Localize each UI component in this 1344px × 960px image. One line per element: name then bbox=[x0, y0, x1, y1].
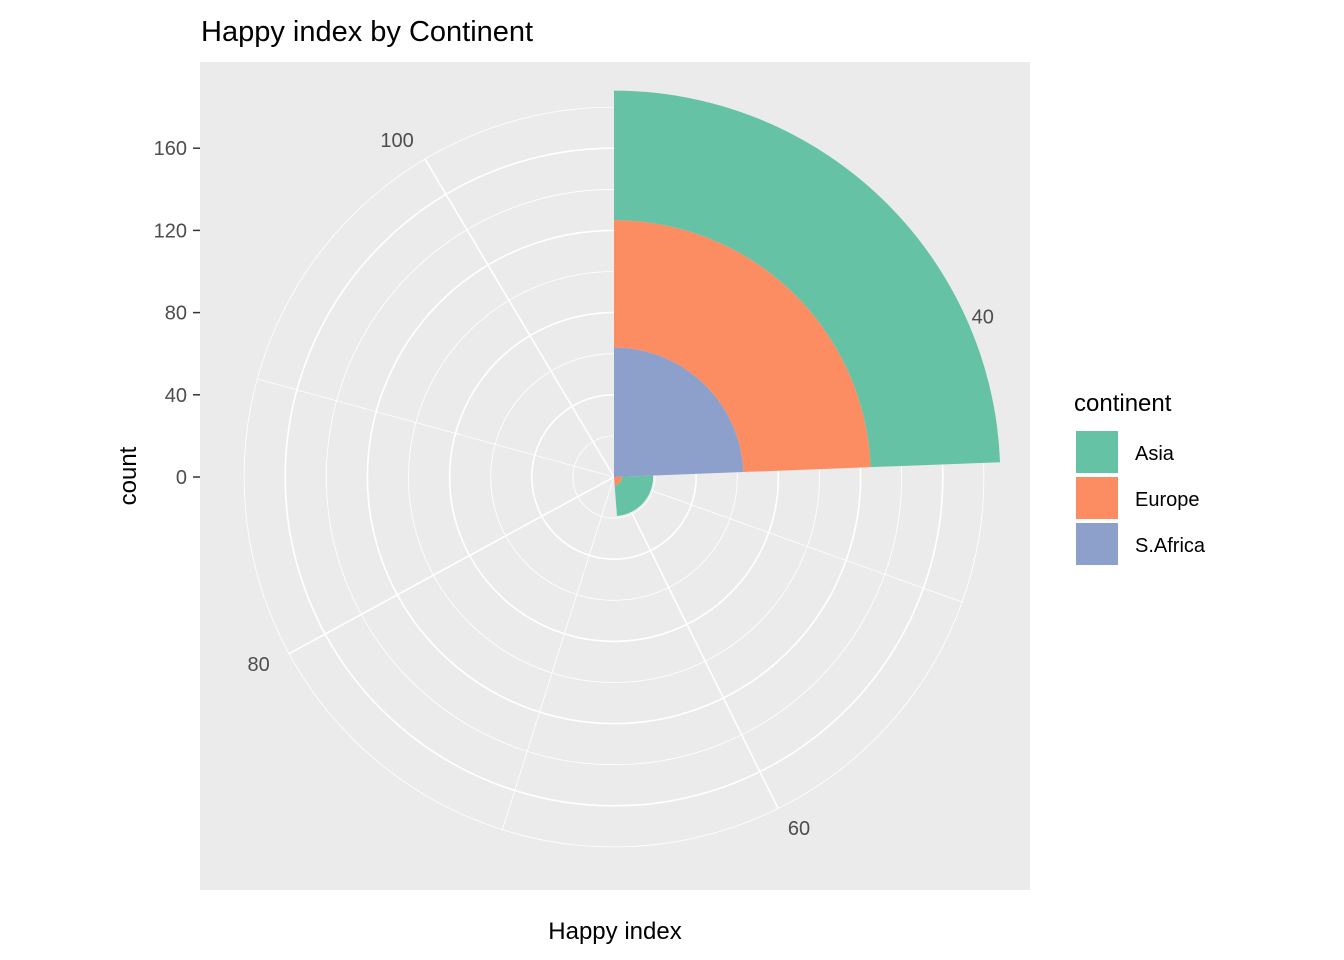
legend-key-asia bbox=[1074, 429, 1120, 475]
y-tick-label: 40 bbox=[165, 385, 187, 407]
bar-asia bbox=[614, 475, 654, 516]
y-tick-label: 0 bbox=[176, 467, 187, 489]
grid-spoke bbox=[613, 476, 963, 603]
y-axis-title: count bbox=[115, 446, 142, 505]
x-tick-label: 40 bbox=[972, 307, 994, 329]
grid-spoke bbox=[288, 476, 615, 655]
x-tick-label: 60 bbox=[788, 818, 810, 840]
chart-title: Happy index by Continent bbox=[201, 16, 533, 48]
y-axis: 0 40 80 120 160 bbox=[154, 138, 200, 489]
legend: continent Asia Europe S.Africa bbox=[1074, 390, 1206, 567]
legend-label: Asia bbox=[1135, 443, 1175, 465]
grid-spoke bbox=[502, 476, 615, 830]
bars bbox=[614, 90, 1001, 516]
grid-spoke bbox=[257, 378, 615, 478]
x-axis-title: Happy index bbox=[548, 918, 681, 945]
bar-europe bbox=[614, 476, 623, 486]
y-tick-label: 120 bbox=[154, 220, 187, 242]
legend-label: Europe bbox=[1135, 489, 1200, 511]
x-tick-label: 80 bbox=[247, 654, 269, 676]
legend-title: continent bbox=[1074, 390, 1172, 417]
grid-spoke bbox=[424, 158, 615, 478]
legend-key-safrica bbox=[1074, 521, 1120, 567]
legend-label: S.Africa bbox=[1135, 535, 1206, 557]
y-tick-label: 80 bbox=[165, 303, 187, 325]
bar-europe bbox=[614, 220, 871, 473]
x-tick-labels: 40 60 80 100 bbox=[247, 130, 993, 840]
grid-spoke bbox=[613, 476, 779, 809]
y-tick-label: 160 bbox=[154, 138, 187, 160]
legend-key-europe bbox=[1074, 475, 1120, 521]
bar-asia bbox=[614, 90, 1001, 468]
bar-safrica bbox=[614, 347, 744, 477]
x-tick-label: 100 bbox=[380, 130, 413, 152]
